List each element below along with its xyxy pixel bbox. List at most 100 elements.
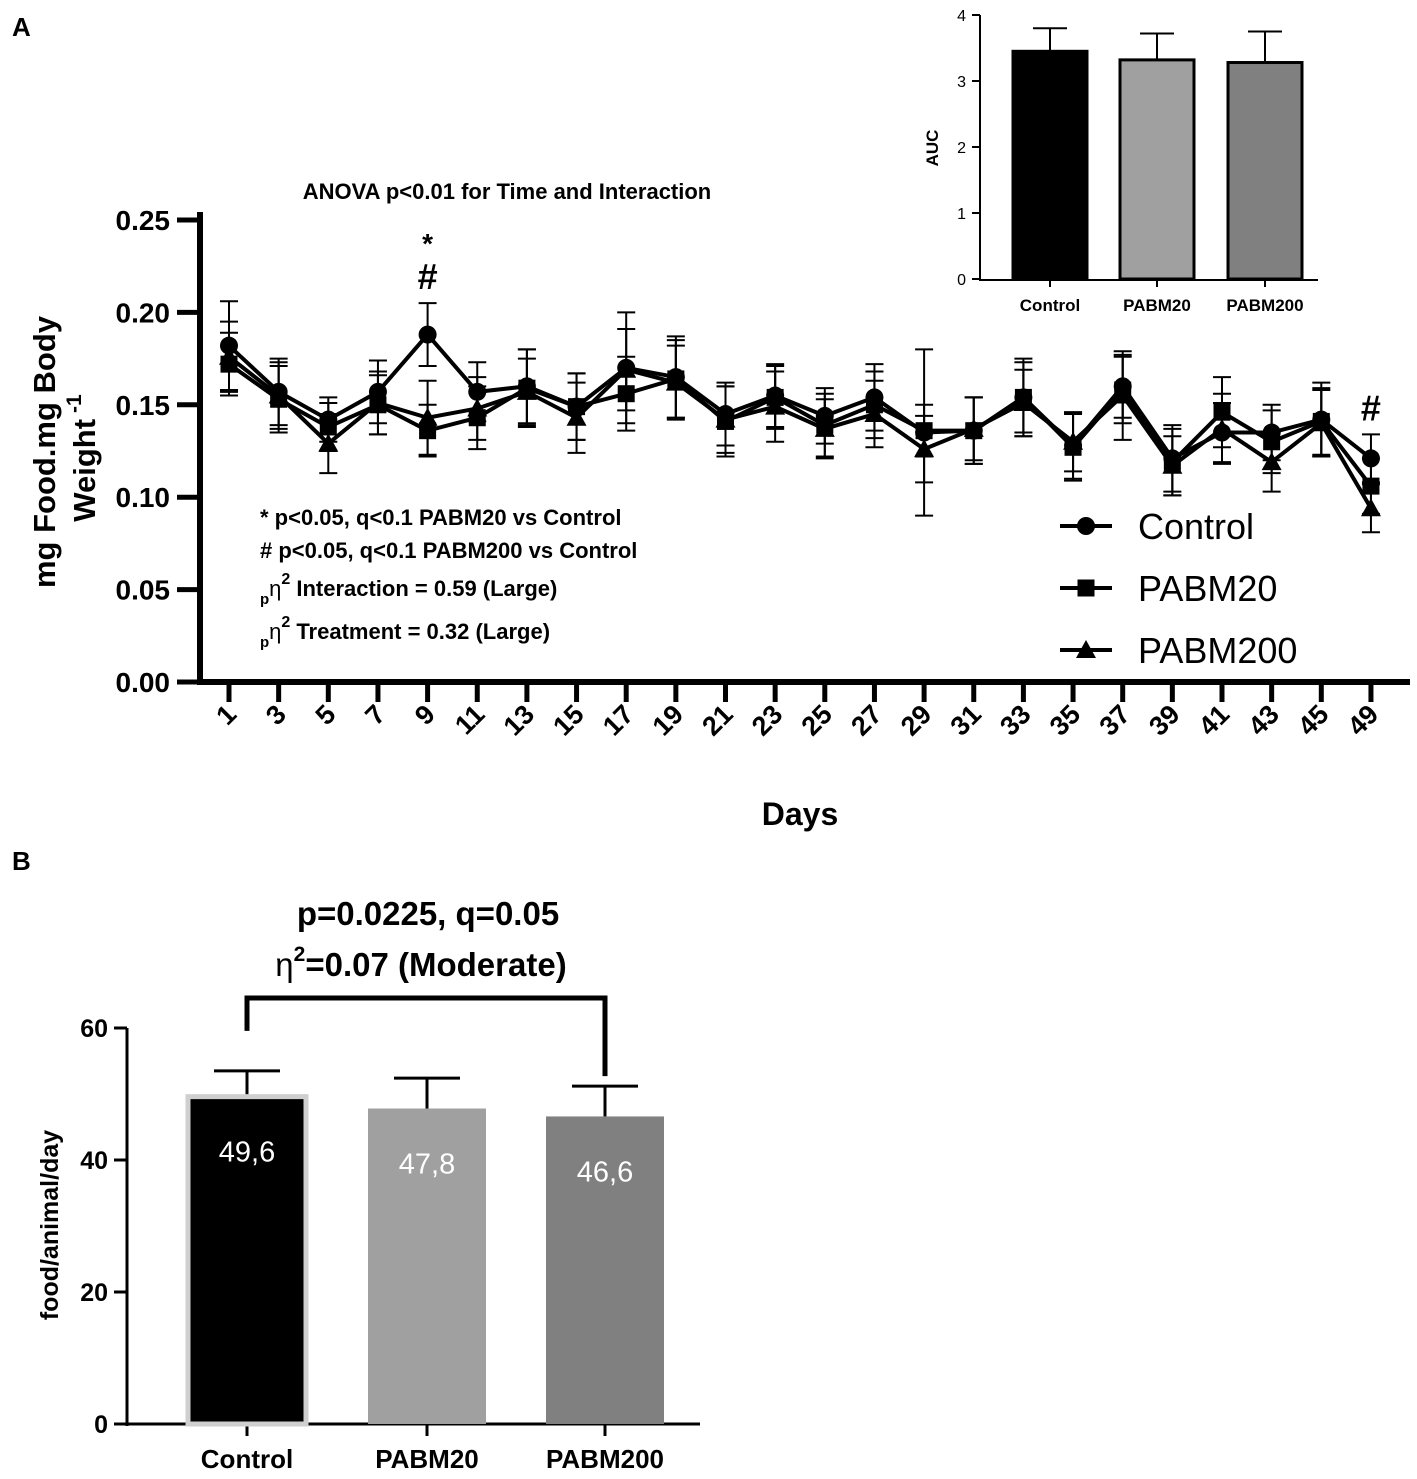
bar-x-tick-label: Control bbox=[201, 1444, 293, 1474]
significance-mark: # bbox=[418, 256, 438, 297]
effect-size-treatment: pη2 Treatment = 0.32 (Large) bbox=[260, 614, 550, 651]
point-pabm200 bbox=[1112, 385, 1133, 404]
bar-y-tick-label: 60 bbox=[80, 1015, 108, 1043]
bar-control bbox=[185, 1094, 309, 1427]
effect-size-interaction-prefix: p bbox=[260, 591, 269, 608]
line-y-tick-label: 0.05 bbox=[116, 575, 171, 606]
line-y-axis-label: mg Food.mg Body Weight -1 bbox=[27, 315, 102, 588]
inset-bar-pabm200 bbox=[1226, 61, 1304, 281]
point-pabm20 bbox=[617, 385, 635, 403]
significance-mark: # bbox=[1361, 387, 1381, 428]
inset-y-axis-label: AUC bbox=[923, 130, 942, 167]
line-chart: ANOVA p<0.01 for Time and Interaction 0.… bbox=[27, 179, 1410, 832]
line-x-tick-label: 15 bbox=[547, 699, 589, 741]
line-x-tick-label: 13 bbox=[498, 699, 540, 741]
line-y-axis: 0.00 0.05 0.10 0.15 0.20 0.25 bbox=[116, 205, 203, 698]
comparison-line1: p=0.0225, q=0.05 bbox=[297, 895, 559, 932]
effect-size-treatment-sup: 2 bbox=[281, 614, 290, 631]
point-control bbox=[418, 325, 437, 344]
line-x-tick-label: 29 bbox=[895, 699, 937, 741]
line-x-tick-label: 43 bbox=[1242, 699, 1284, 741]
inset-y-tick-label: 3 bbox=[957, 74, 966, 91]
point-pabm200 bbox=[219, 346, 239, 365]
point-pabm200 bbox=[864, 404, 885, 423]
line-y-label-word: Weight bbox=[67, 419, 102, 522]
legend-label: Control bbox=[1138, 506, 1254, 547]
point-pabm200 bbox=[715, 409, 736, 428]
point-pabm200 bbox=[1162, 455, 1183, 474]
point-pabm200 bbox=[367, 392, 388, 411]
panel-b-label: B bbox=[12, 846, 31, 876]
point-pabm20 bbox=[419, 422, 437, 440]
point-pabm200 bbox=[1063, 431, 1084, 450]
effect-size-treatment-eta: η bbox=[269, 619, 281, 644]
line-x-tick-label: 21 bbox=[696, 699, 738, 741]
point-pabm200 bbox=[467, 398, 488, 417]
line-x-tick-label: 3 bbox=[260, 699, 292, 731]
effect-size-interaction-text: Interaction = 0.59 (Large) bbox=[296, 576, 557, 601]
point-pabm200 bbox=[268, 385, 289, 404]
inset-bar-pabm20 bbox=[1118, 58, 1196, 281]
inset-bar-control bbox=[1011, 49, 1089, 281]
line-y-tick-label: 0.10 bbox=[116, 482, 171, 513]
legend-marker bbox=[1077, 517, 1095, 535]
line-y-tick-label: 0.15 bbox=[116, 390, 171, 421]
point-control bbox=[1361, 449, 1380, 468]
bar-x-tick-label: PABM20 bbox=[375, 1444, 479, 1474]
line-x-tick-label: 41 bbox=[1193, 699, 1235, 741]
bar-y-tick-label: 40 bbox=[80, 1147, 108, 1175]
line-x-tick-label: 5 bbox=[310, 699, 342, 731]
point-pabm200 bbox=[1013, 392, 1034, 411]
point-pabm200 bbox=[665, 372, 686, 391]
inset-bars bbox=[1011, 27, 1304, 281]
inset-y-tick-label: 1 bbox=[957, 206, 966, 223]
point-control bbox=[220, 336, 238, 355]
bar-pabm200 bbox=[546, 1116, 664, 1424]
bar-x-tick-label: PABM200 bbox=[546, 1444, 664, 1474]
point-pabm200 bbox=[1311, 413, 1332, 432]
inset-y-tick-label: 0 bbox=[957, 272, 966, 289]
legend-marker bbox=[1077, 579, 1095, 597]
line-x-tick-label: 37 bbox=[1093, 699, 1135, 741]
annotation-star: * p<0.05, q<0.1 PABM20 vs Control bbox=[260, 505, 622, 530]
series-line-pabm20 bbox=[227, 362, 1373, 488]
inset-x-tick-label: PABM200 bbox=[1226, 296, 1303, 315]
point-pabm20 bbox=[915, 422, 933, 440]
point-pabm20 bbox=[1263, 433, 1281, 451]
line-x-tick-label: 1 bbox=[210, 699, 242, 731]
comparison-text: =0.07 (Moderate) bbox=[305, 946, 566, 983]
point-pabm200 bbox=[318, 433, 339, 452]
line-x-axis: 1 3 5 7 9 11 13 15 17 19 21 23 25 27 29 31 33 35 37 39 41 43 4… bbox=[197, 679, 1410, 741]
point-pabm20 bbox=[1362, 477, 1380, 495]
line-x-tick-label: 19 bbox=[647, 699, 689, 741]
point-pabm20 bbox=[319, 418, 337, 436]
line-x-tick-label: 49 bbox=[1342, 699, 1384, 741]
bar-value-label: 49,6 bbox=[219, 1137, 275, 1169]
bar-y-axis-label: food/animal/day bbox=[36, 1130, 64, 1320]
bar-bars: 49,6 47,8 46,6 bbox=[185, 995, 664, 1427]
legend-label: PABM20 bbox=[1138, 568, 1277, 609]
effect-size-interaction-eta: η bbox=[269, 576, 281, 601]
line-x-tick-label: 45 bbox=[1292, 699, 1334, 741]
line-x-tick-label: 25 bbox=[796, 699, 838, 741]
bar-y-tick-label: 20 bbox=[80, 1279, 108, 1307]
effect-size-treatment-text: Treatment = 0.32 (Large) bbox=[296, 619, 550, 644]
line-x-tick-label: 31 bbox=[945, 699, 987, 741]
bar-pabm20 bbox=[368, 1108, 486, 1424]
effect-size-interaction-sup: 2 bbox=[281, 571, 290, 588]
point-pabm200 bbox=[417, 407, 438, 426]
line-y-label-line2: Weight -1 bbox=[63, 394, 102, 522]
line-x-tick-label: 35 bbox=[1044, 699, 1086, 741]
point-pabm200 bbox=[814, 418, 835, 437]
legend-label: PABM200 bbox=[1138, 630, 1297, 671]
comparison-line2: η2=0.07 (Moderate) bbox=[275, 943, 566, 983]
line-chart-title: ANOVA p<0.01 for Time and Interaction bbox=[303, 179, 712, 204]
point-pabm200 bbox=[914, 439, 935, 458]
point-pabm200 bbox=[963, 418, 984, 437]
line-x-tick-label: 7 bbox=[359, 699, 391, 731]
point-pabm200 bbox=[1212, 418, 1232, 437]
line-x-tick-label: 23 bbox=[746, 699, 788, 741]
line-x-tick-label: 39 bbox=[1143, 699, 1185, 741]
point-pabm200 bbox=[1360, 498, 1381, 517]
